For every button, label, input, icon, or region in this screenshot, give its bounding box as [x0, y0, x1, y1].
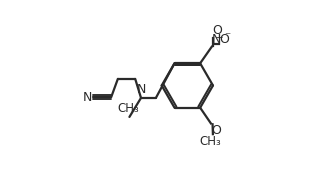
Text: +: + — [215, 33, 223, 43]
Text: ⁻: ⁻ — [224, 30, 230, 43]
Text: CH₃: CH₃ — [118, 102, 140, 115]
Text: O: O — [211, 124, 221, 137]
Text: N: N — [212, 33, 221, 46]
Text: N: N — [136, 83, 146, 96]
Text: CH₃: CH₃ — [200, 135, 221, 148]
Text: O: O — [212, 24, 222, 37]
Text: N: N — [82, 91, 92, 104]
Text: O: O — [220, 33, 230, 46]
